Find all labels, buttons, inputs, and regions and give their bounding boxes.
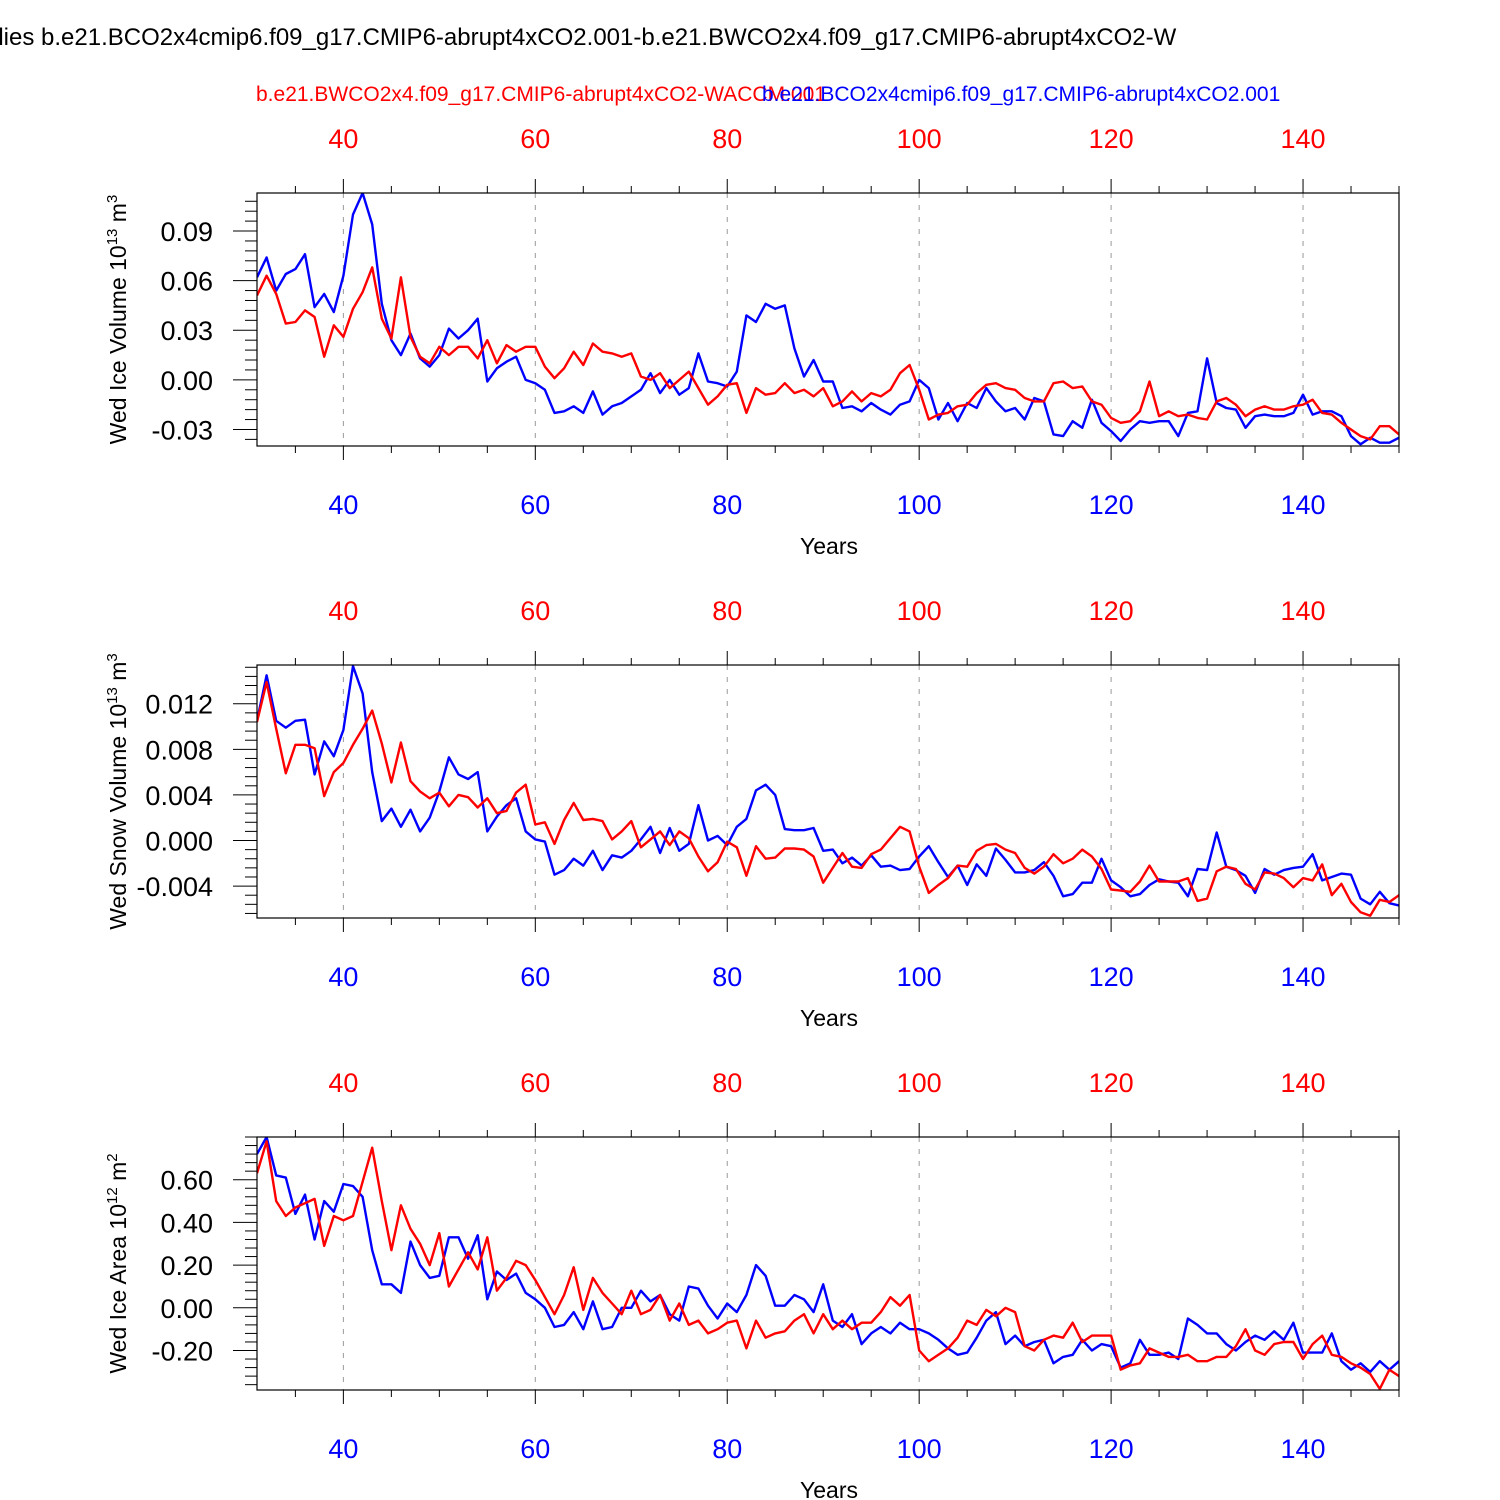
y-tick-label: -0.20 xyxy=(151,1337,213,1367)
y-tick-label: 0.00 xyxy=(160,1294,213,1324)
x-tick-label-bottom: 100 xyxy=(897,1434,942,1464)
x-tick-label-top: 100 xyxy=(897,124,942,154)
x-tick-label-top: 100 xyxy=(897,596,942,626)
y-axis-title: Wed Ice Area 1012 m2 xyxy=(104,1153,131,1373)
x-tick-label-top: 140 xyxy=(1281,1068,1326,1098)
legend-blue-label: b.e21.BCO2x4cmip6.f09_g17.CMIP6-abrupt4x… xyxy=(762,83,1280,106)
y-tick-label: 0.20 xyxy=(160,1251,213,1281)
x-tick-label-bottom: 40 xyxy=(328,962,358,992)
panel-2: 40 40 60 60 80 80 100 100 120 120 140 140 Years -0.00… xyxy=(104,596,1400,1031)
series-line-red xyxy=(257,266,1399,441)
series-line-blue xyxy=(257,665,1399,907)
y-axis-title-exp: 12 xyxy=(104,1187,121,1204)
x-tick-label-bottom: 80 xyxy=(712,490,742,520)
x-tick-label-bottom: 140 xyxy=(1281,490,1326,520)
x-tick-label-top: 80 xyxy=(712,596,742,626)
plot-frame xyxy=(256,664,1400,919)
x-tick-label-top: 60 xyxy=(520,596,550,626)
y-axis-title-exp: 13 xyxy=(104,687,121,704)
x-tick-label-top: 40 xyxy=(328,1068,358,1098)
x-tick-label-top: 40 xyxy=(328,596,358,626)
x-tick-label-top: 120 xyxy=(1089,1068,1134,1098)
x-tick-label-top: 120 xyxy=(1089,124,1134,154)
x-tick-label-bottom: 40 xyxy=(328,1434,358,1464)
panel-3: 40 40 60 60 80 80 100 100 120 120 140 140 Years -0.20… xyxy=(104,1068,1400,1500)
x-axis-title: Years xyxy=(800,1477,858,1500)
x-axis-title: Years xyxy=(800,533,858,559)
chart-panels: 40 40 60 60 80 80 100 100 120 120 140 140 Years -0.03… xyxy=(104,124,1400,1500)
x-tick-label-top: 80 xyxy=(712,1068,742,1098)
y-axis-title-unit-exp: 2 xyxy=(104,1153,121,1161)
y-axis-title-unit: m xyxy=(105,1162,131,1188)
x-axis-title: Years xyxy=(800,1005,858,1031)
x-tick-label-bottom: 100 xyxy=(897,962,942,992)
series-line-red xyxy=(257,1140,1399,1390)
y-tick-label: 0.40 xyxy=(160,1208,213,1238)
x-tick-label-top: 120 xyxy=(1089,596,1134,626)
x-tick-label-top: 60 xyxy=(520,1068,550,1098)
series-line-blue xyxy=(257,1137,1399,1374)
y-axis-title: Wed Snow Volume 1013 m3 xyxy=(104,653,131,929)
x-tick-label-bottom: 40 xyxy=(328,490,358,520)
series-line-red xyxy=(257,680,1399,917)
y-tick-label: -0.004 xyxy=(136,872,213,902)
y-tick-label: 0.012 xyxy=(145,690,213,720)
y-tick-label: 0.60 xyxy=(160,1166,213,1196)
x-tick-label-bottom: 100 xyxy=(897,490,942,520)
y-axis-title: Wed Ice Volume 1013 m3 xyxy=(104,195,131,445)
y-axis-title-main: Wed Ice Area 10 xyxy=(105,1204,131,1374)
legend-red-label: b.e21.BWCO2x4.f09_g17.CMIP6-abrupt4xCO2-… xyxy=(256,83,826,106)
y-tick-label: 0.00 xyxy=(160,366,213,396)
x-tick-label-top: 80 xyxy=(712,124,742,154)
y-axis-title-unit-exp: 3 xyxy=(104,195,121,203)
y-axis-title-exp: 13 xyxy=(104,229,121,246)
y-axis-title-unit: m xyxy=(105,203,131,229)
y-tick-label: 0.000 xyxy=(145,827,213,857)
x-tick-label-bottom: 80 xyxy=(712,1434,742,1464)
x-tick-label-bottom: 120 xyxy=(1089,490,1134,520)
x-tick-label-top: 140 xyxy=(1281,124,1326,154)
x-tick-label-top: 100 xyxy=(897,1068,942,1098)
series-group xyxy=(257,193,1399,446)
y-tick-label: 0.09 xyxy=(160,217,213,247)
series-group xyxy=(257,665,1399,917)
y-tick-label: 0.06 xyxy=(160,267,213,297)
y-axis-title-unit: m xyxy=(105,662,131,688)
x-tick-label-bottom: 60 xyxy=(520,1434,550,1464)
x-tick-label-bottom: 140 xyxy=(1281,1434,1326,1464)
y-axis-title-main: Wed Snow Volume 10 xyxy=(105,704,131,930)
y-tick-label: -0.03 xyxy=(151,415,213,445)
series-group xyxy=(257,1137,1399,1390)
main-title: alies b.e21.BCO2x4cmip6.f09_g17.CMIP6-ab… xyxy=(0,24,1177,51)
x-tick-label-bottom: 120 xyxy=(1089,1434,1134,1464)
x-tick-label-bottom: 60 xyxy=(520,490,550,520)
y-tick-label: 0.008 xyxy=(145,735,213,765)
y-tick-label: 0.03 xyxy=(160,316,213,346)
plot-frame xyxy=(256,1136,1400,1391)
x-tick-label-bottom: 120 xyxy=(1089,962,1134,992)
plot-frame xyxy=(256,192,1400,447)
x-tick-label-bottom: 140 xyxy=(1281,962,1326,992)
y-tick-label: 0.004 xyxy=(145,781,213,811)
y-axis-title-main: Wed Ice Volume 10 xyxy=(105,245,131,444)
x-tick-label-top: 60 xyxy=(520,124,550,154)
y-axis-title-unit-exp: 3 xyxy=(104,653,121,661)
x-tick-label-top: 140 xyxy=(1281,596,1326,626)
x-tick-label-top: 40 xyxy=(328,124,358,154)
x-tick-label-bottom: 60 xyxy=(520,962,550,992)
panel-1: 40 40 60 60 80 80 100 100 120 120 140 140 Years -0.03… xyxy=(104,124,1400,559)
x-tick-label-bottom: 80 xyxy=(712,962,742,992)
